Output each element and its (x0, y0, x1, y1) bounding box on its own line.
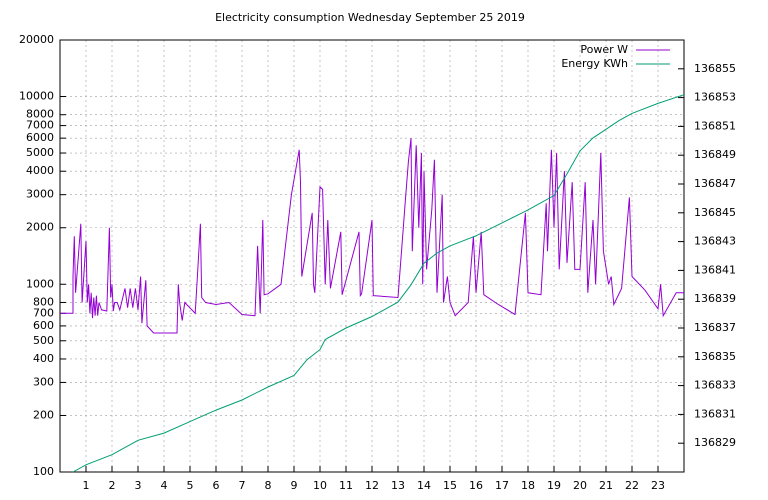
x-tick-label: 19 (547, 479, 561, 492)
x-tick-label: 13 (391, 479, 405, 492)
x-tick-label: 23 (651, 479, 665, 492)
y-tick-label: 2000 (26, 221, 54, 234)
series-line (60, 138, 684, 334)
y2-tick-label: 136855 (694, 62, 736, 75)
chart-title: Electricity consumption Wednesday Septem… (215, 11, 525, 24)
y-tick-label: 400 (33, 352, 54, 365)
x-tick-label: 10 (313, 479, 327, 492)
x-tick-label: 14 (417, 479, 431, 492)
y2-tick-label: 136849 (694, 148, 736, 161)
x-tick-label: 3 (135, 479, 142, 492)
y2-tick-label: 136833 (694, 379, 736, 392)
x-tick-label: 11 (339, 479, 353, 492)
y-tick-label: 5000 (26, 146, 54, 159)
y-tick-label: 7000 (26, 119, 54, 132)
y-tick-label: 700 (33, 306, 54, 319)
x-tick-label: 7 (239, 479, 246, 492)
x-tick-label: 16 (469, 479, 483, 492)
x-tick-label: 15 (443, 479, 457, 492)
y2-tick-label: 136847 (694, 177, 736, 190)
y-tick-label: 500 (33, 334, 54, 347)
y2-tick-label: 136829 (694, 436, 736, 449)
legend-label: Power W (580, 43, 628, 56)
series-line (72, 94, 685, 473)
x-tick-label: 6 (213, 479, 220, 492)
x-tick-label: 21 (599, 479, 613, 492)
legend-label: Energy KWh (561, 57, 628, 70)
x-tick-label: 12 (365, 479, 379, 492)
y2-tick-label: 136839 (694, 292, 736, 305)
x-tick-label: 2 (109, 479, 116, 492)
y-tick-label: 1000 (26, 277, 54, 290)
x-tick-label: 20 (573, 479, 587, 492)
x-tick-label: 5 (187, 479, 194, 492)
y-tick-label: 8000 (26, 108, 54, 121)
y-tick-label: 100 (33, 465, 54, 478)
y2-tick-label: 136845 (694, 206, 736, 219)
y2-tick-label: 136831 (694, 407, 736, 420)
y-tick-label: 10000 (19, 90, 54, 103)
x-tick-label: 17 (495, 479, 509, 492)
y-tick-label: 4000 (26, 164, 54, 177)
y-tick-label: 800 (33, 295, 54, 308)
y-tick-label: 20000 (19, 33, 54, 46)
x-tick-label: 9 (291, 479, 298, 492)
x-tick-label: 4 (161, 479, 168, 492)
y-tick-label: 300 (33, 375, 54, 388)
y2-tick-label: 136853 (694, 91, 736, 104)
y2-tick-label: 136837 (694, 321, 736, 334)
y2-tick-label: 136841 (694, 263, 736, 276)
y2-tick-label: 136851 (694, 119, 736, 132)
y-tick-label: 6000 (26, 131, 54, 144)
y-tick-label: 200 (33, 408, 54, 421)
y-tick-label: 600 (33, 319, 54, 332)
x-tick-label: 1 (83, 479, 90, 492)
y2-tick-label: 136843 (694, 235, 736, 248)
x-tick-label: 8 (265, 479, 272, 492)
x-tick-label: 18 (521, 479, 535, 492)
y-tick-label: 3000 (26, 188, 54, 201)
plot-frame (59, 39, 685, 473)
x-tick-label: 22 (625, 479, 639, 492)
y2-tick-label: 136835 (694, 350, 736, 363)
